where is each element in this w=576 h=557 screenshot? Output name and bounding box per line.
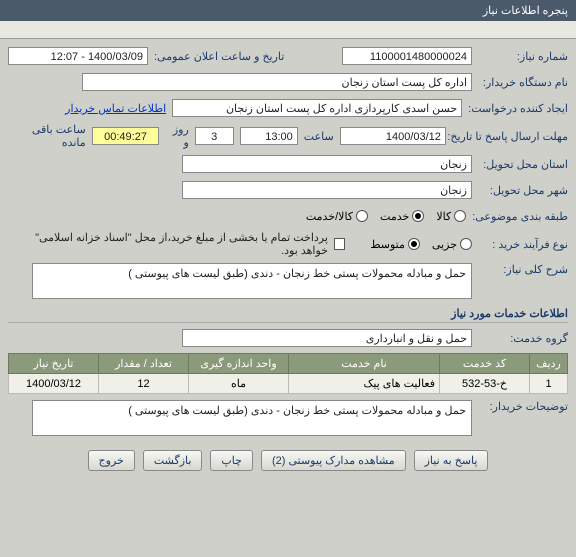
row-deadline: مهلت ارسال پاسخ تا تاریخ: 1400/03/12 ساع…: [8, 123, 568, 149]
radio-kala-khadmat[interactable]: کالا/خدمت: [306, 210, 368, 223]
province-label: استان محل تحویل:: [478, 158, 568, 171]
button-bar: پاسخ به نیاز مشاهده مدارک پیوستی (2) چاپ…: [8, 450, 568, 471]
deadline-time-field[interactable]: 13:00: [240, 127, 298, 145]
radio-khadmat[interactable]: خدمت: [380, 210, 424, 223]
cell-row: 1: [530, 374, 568, 394]
deadline-label: مهلت ارسال پاسخ تا تاریخ:: [452, 130, 568, 143]
province-field[interactable]: زنجان: [182, 155, 472, 173]
announce-field[interactable]: 1400/03/09 - 12:07: [8, 47, 148, 65]
row-province: استان محل تحویل: زنجان: [8, 153, 568, 175]
service-group-label: گروه خدمت:: [478, 332, 568, 345]
announce-label: تاریخ و ساعت اعلان عمومی:: [154, 50, 284, 63]
buyer-org-field[interactable]: اداره کل پست استان زنجان: [82, 73, 472, 91]
service-group-field[interactable]: حمل و نقل و انبارداری: [182, 329, 472, 347]
col-row: ردیف: [530, 354, 568, 374]
time-label: ساعت: [304, 130, 334, 143]
window-titlebar: پنجره اطلاعات نیاز: [0, 0, 576, 21]
row-buyer-org: نام دستگاه خریدار: اداره کل پست استان زن…: [8, 71, 568, 93]
attachments-button[interactable]: مشاهده مدارک پیوستی (2): [261, 450, 406, 471]
window-title: پنجره اطلاعات نیاز: [483, 5, 568, 17]
row-creator: ایجاد کننده درخواست: حسن اسدی کارپردازی …: [8, 97, 568, 119]
remain-time-field: 00:49:27: [92, 127, 160, 145]
creator-label: ایجاد کننده درخواست:: [468, 102, 568, 115]
row-buyer-notes: توضیحات خریدار: حمل و مبادله محمولات پست…: [8, 400, 568, 436]
col-date: تاریخ نیاز: [9, 354, 99, 374]
need-no-label: شماره نیاز:: [478, 50, 568, 63]
radio-kala[interactable]: کالا: [436, 210, 466, 223]
radio-jozei[interactable]: جزیی: [432, 238, 472, 251]
row-city: شهر محل تحویل: زنجان: [8, 179, 568, 201]
deadline-date-field[interactable]: 1400/03/12: [340, 127, 446, 145]
cell-name: فعالیت های پیک: [289, 374, 440, 394]
window-toolbar: [0, 21, 576, 39]
contact-link[interactable]: اطلاعات تماس خریدار: [65, 102, 166, 115]
category-radio-group: کالا خدمت کالا/خدمت: [306, 210, 466, 223]
services-table: ردیف کد خدمت نام خدمت واحد اندازه گیری ت…: [8, 353, 568, 394]
print-button[interactable]: چاپ: [210, 450, 253, 471]
pay-note: پرداخت تمام یا بخشی از مبلغ خرید،از محل …: [8, 231, 328, 257]
back-button[interactable]: بازگشت: [143, 450, 203, 471]
radio-motavaset[interactable]: متوسط: [370, 238, 420, 251]
days-count-field[interactable]: 3: [195, 127, 234, 145]
row-service-group: گروه خدمت: حمل و نقل و انبارداری: [8, 327, 568, 349]
row-category: طبقه بندی موضوعی: کالا خدمت کالا/خدمت: [8, 205, 568, 227]
purchase-label: نوع فرآیند خرید :: [478, 238, 568, 251]
need-no-field[interactable]: 1100001480000024: [342, 47, 472, 65]
cell-unit: ماه: [189, 374, 289, 394]
remain-label: ساعت باقی مانده: [8, 123, 86, 149]
pay-checkbox[interactable]: [334, 238, 345, 250]
desc-field[interactable]: حمل و مبادله محمولات پستی خط زنجان - دند…: [32, 263, 472, 299]
col-qty: تعداد / مقدار: [99, 354, 189, 374]
cell-date: 1400/03/12: [9, 374, 99, 394]
row-desc: شرح کلی نیاز: حمل و مبادله محمولات پستی …: [8, 263, 568, 299]
buyer-org-label: نام دستگاه خریدار:: [478, 76, 568, 89]
category-label: طبقه بندی موضوعی:: [472, 210, 568, 223]
reply-button[interactable]: پاسخ به نیاز: [414, 450, 489, 471]
section-services-head: اطلاعات خدمات مورد نیاز: [8, 307, 568, 323]
row-need-no: شماره نیاز: 1100001480000024 تاریخ و ساع…: [8, 45, 568, 67]
table-header-row: ردیف کد خدمت نام خدمت واحد اندازه گیری ت…: [9, 354, 568, 374]
table-row[interactable]: 1 خ-53-532 فعالیت های پیک ماه 12 1400/03…: [9, 374, 568, 394]
days-label: روز و: [165, 123, 188, 149]
creator-field[interactable]: حسن اسدی کارپردازی اداره کل پست استان زن…: [172, 99, 462, 117]
col-code: کد خدمت: [440, 354, 530, 374]
buyer-notes-field[interactable]: حمل و مبادله محمولات پستی خط زنجان - دند…: [32, 400, 472, 436]
cell-code: خ-53-532: [440, 374, 530, 394]
cell-qty: 12: [99, 374, 189, 394]
purchase-radio-group: جزیی متوسط: [370, 238, 472, 251]
buyer-notes-label: توضیحات خریدار:: [478, 400, 568, 413]
desc-label: شرح کلی نیاز:: [478, 263, 568, 276]
city-field[interactable]: زنجان: [182, 181, 472, 199]
city-label: شهر محل تحویل:: [478, 184, 568, 197]
exit-button[interactable]: خروج: [88, 450, 135, 471]
row-purchase-type: نوع فرآیند خرید : جزیی متوسط پرداخت تمام…: [8, 231, 568, 257]
col-unit: واحد اندازه گیری: [189, 354, 289, 374]
form-content: شماره نیاز: 1100001480000024 تاریخ و ساع…: [0, 39, 576, 477]
window-root: پنجره اطلاعات نیاز شماره نیاز: 110000148…: [0, 0, 576, 557]
col-name: نام خدمت: [289, 354, 440, 374]
